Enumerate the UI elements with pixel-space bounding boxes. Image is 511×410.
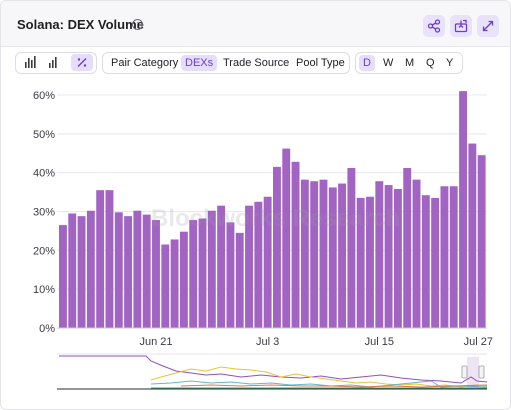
bar[interactable] [356,197,365,328]
bar[interactable] [179,231,188,328]
tab-pool-type[interactable]: Pool Type [296,57,345,69]
interval-w[interactable]: W [383,57,394,69]
x-tick-label: Jul 15 [365,336,394,348]
interval-q[interactable]: Q [426,57,435,69]
x-tick-label: Jul 27 [464,336,493,348]
y-tick-label: 10% [33,284,55,296]
group-by-group: Pair Category DEXs Trade Source Pool Typ… [102,52,350,74]
bar[interactable] [124,216,133,328]
bar[interactable] [235,232,244,328]
dex-volume-chart: Blockworks Research 0% 10% 20% 30% 40% 50% 60%… [33,90,493,390]
bar[interactable] [77,216,86,328]
chart-toolbar: Pair Category DEXs Trade Source Pool Typ… [1,47,510,77]
y-tick-label: 30% [33,207,55,219]
navigator-line-dexs [59,355,488,384]
bar[interactable] [282,148,291,328]
bar[interactable] [245,205,253,328]
range-navigator[interactable] [57,353,488,390]
chart-title: Solana: DEX Volume [17,17,144,32]
bar[interactable] [161,244,170,328]
bar[interactable] [421,195,430,328]
bar[interactable] [226,222,235,328]
bar[interactable] [393,188,402,328]
bar[interactable] [133,210,142,328]
bar[interactable] [468,143,477,328]
bar[interactable] [319,179,328,328]
expand-button[interactable] [477,15,499,37]
info-icon[interactable] [132,19,143,30]
watermark: Blockworks Research [151,205,400,232]
interval-m[interactable]: M [405,57,415,69]
bar[interactable] [347,168,356,328]
chart-type-group [15,52,97,74]
tab-trade-source[interactable]: Trade Source [223,57,290,69]
embed-button[interactable] [450,15,472,37]
bar[interactable] [384,185,393,328]
x-tick-label: Jun 21 [139,336,172,348]
card-header: Solana: DEX Volume [1,1,510,47]
navigator-right-handle[interactable] [478,365,485,379]
bar[interactable] [328,187,337,328]
tab-dexs[interactable]: DEXs [181,55,218,71]
bar[interactable] [152,220,160,328]
bar[interactable] [114,212,123,328]
tab-pair-category[interactable]: Pair Category [111,57,179,69]
bar[interactable] [375,181,384,328]
bar[interactable] [459,91,467,329]
bar[interactable] [254,201,263,328]
bar[interactable] [68,213,77,328]
bar-chart-icon[interactable] [25,56,36,68]
bar[interactable] [291,161,300,328]
share-icon [427,19,441,33]
bar[interactable] [338,183,347,328]
bar[interactable] [96,190,105,328]
y-tick-label: 20% [33,245,55,257]
y-axis: 0% 10% 20% 30% 40% 50% 60% [33,90,55,335]
navigator-line-3 [150,380,488,388]
navigator-left-handle[interactable] [461,365,468,379]
bar[interactable] [431,197,440,328]
interval-d[interactable]: D [359,55,375,71]
navigator-selection[interactable] [467,357,479,389]
bars [59,91,486,329]
y-tick-label: 40% [33,168,55,180]
stacked-bar-icon[interactable] [49,57,57,68]
bar[interactable] [273,166,281,328]
x-axis: Jun 21 Jul 3 Jul 15 Jul 27 [139,336,493,348]
bar[interactable] [440,186,449,328]
expand-icon [482,20,494,32]
share-button[interactable] [423,15,445,37]
bar[interactable] [207,210,216,328]
interval-group: D W M Q Y [355,52,463,74]
bar[interactable] [412,179,421,328]
bar[interactable] [198,218,207,328]
percent-icon [77,58,87,67]
bar[interactable] [105,190,114,328]
bar[interactable] [403,168,412,328]
bar[interactable] [59,225,67,328]
bar[interactable] [142,214,151,328]
bar[interactable] [449,186,458,328]
bar[interactable] [263,196,272,328]
bar[interactable] [86,210,95,328]
bar[interactable] [300,179,309,328]
bar[interactable] [366,196,374,328]
navigator-line-4 [180,384,488,388]
bar[interactable] [477,155,486,328]
navigator-line-2 [150,366,488,388]
x-tick-label: Jul 3 [256,336,279,348]
y-tick-label: 0% [39,323,55,335]
bar[interactable] [189,220,198,328]
embed-icon [454,19,468,33]
bar[interactable] [310,181,319,328]
interval-y[interactable]: Y [446,57,454,69]
bar[interactable] [170,239,179,328]
y-tick-label: 60% [33,90,55,102]
y-tick-label: 50% [33,129,55,141]
bar[interactable] [217,205,226,328]
